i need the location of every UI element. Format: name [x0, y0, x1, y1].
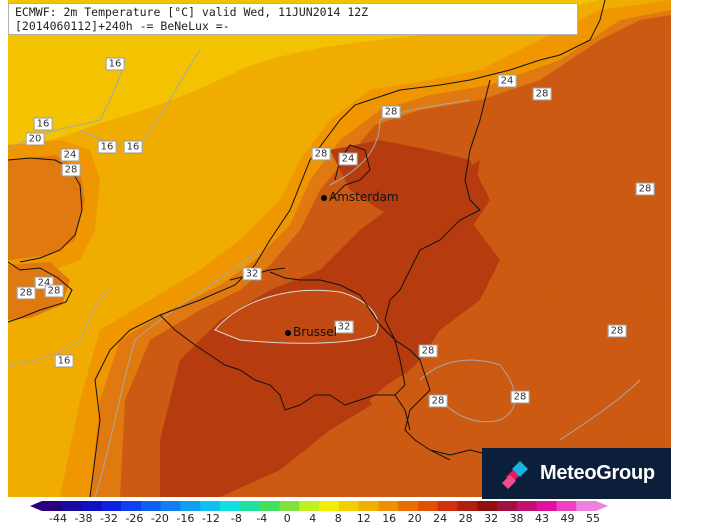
- colorbar-tick-label: 55: [586, 512, 600, 525]
- colorbar-swatch: [398, 501, 419, 511]
- contour-label: 28: [532, 87, 552, 101]
- colorbar-tick-label: -12: [201, 512, 220, 525]
- header-subtitle: [2014060112]+240h -= BeNeLux =-: [15, 19, 230, 33]
- land-ardennes-28-area: [370, 366, 471, 432]
- colorbar-swatch: [358, 501, 379, 511]
- contour-label: 16: [123, 140, 143, 154]
- contour-label: 16: [105, 57, 125, 71]
- colorbar-tick-label: 12: [356, 512, 371, 525]
- contour-label: 28: [381, 105, 401, 119]
- colorbar-tick-label: -44: [49, 512, 67, 525]
- colorbar-tick-label: 4: [309, 512, 317, 525]
- colorbar-tick-label: 24: [433, 512, 448, 525]
- colorbar-tick-label: 49: [560, 512, 575, 525]
- colorbar-swatch: [81, 501, 102, 511]
- contour-label: 28: [418, 344, 438, 358]
- contour-label: 16: [54, 354, 74, 368]
- colorbar-swatch: [160, 501, 181, 511]
- contour-label: 16: [33, 117, 53, 131]
- contour-label: 24: [60, 148, 80, 162]
- city-label: Amsterdam: [329, 190, 399, 204]
- colorbar-swatch: [319, 501, 340, 511]
- contour-label: 32: [242, 267, 262, 281]
- city-label: Brussel: [293, 325, 337, 339]
- colorbar-tick-label: -20: [150, 512, 169, 525]
- colorbar-swatch: [140, 501, 162, 511]
- england-hot-area: [8, 155, 85, 260]
- colorbar-swatch: [516, 501, 538, 511]
- coastlines-borders: [7, 0, 606, 498]
- colorbar-swatch: [576, 501, 597, 511]
- colorbar-swatch: [239, 501, 261, 511]
- colorbar-tick-label: 20: [407, 512, 422, 525]
- colorbar-swatch: [437, 501, 458, 511]
- colorbar-swatch: [497, 501, 518, 511]
- colorbar-swatch: [279, 501, 300, 511]
- city-brussel: Brussel: [285, 325, 337, 339]
- meteogroup-mark-icon: [498, 457, 532, 491]
- city-marker-icon: [285, 329, 291, 336]
- contour-label: 24: [338, 152, 358, 166]
- colorbar-tick-label: 32: [484, 512, 499, 525]
- map-header: ECMWF: 2m Temperature [°C] valid Wed, 11…: [8, 3, 578, 35]
- contour-label: 28: [16, 286, 36, 300]
- contour-label: 32: [334, 320, 354, 334]
- city-marker-icon: [321, 194, 327, 201]
- contour-label: 28: [61, 163, 81, 177]
- meteogroup-logo: MeteoGroup: [482, 448, 671, 499]
- contour-label: 28: [44, 284, 64, 298]
- colorbar-swatch: [338, 501, 360, 511]
- contour-label: 20: [25, 132, 45, 146]
- contour-label: 28: [428, 394, 448, 408]
- colorbar-tick-label: -8: [230, 512, 242, 525]
- colorbar-tick-label: -32: [99, 512, 118, 525]
- colorbar-tick-label: -16: [176, 512, 195, 525]
- colorbar-swatch: [101, 501, 122, 511]
- colorbar-swatch: [477, 501, 498, 511]
- city-amsterdam: Amsterdam: [321, 190, 399, 204]
- colorbar-tick-label: 8: [334, 512, 342, 525]
- colorbar-swatch: [556, 501, 577, 511]
- logo-text: MeteoGroup: [540, 462, 655, 484]
- colorbar-swatch: [299, 501, 320, 511]
- contour-label: 28: [607, 324, 627, 338]
- colorbar-tick-label: 0: [283, 512, 291, 525]
- colorbar-tick-label: -4: [256, 512, 268, 525]
- colorbar-swatch: [42, 501, 63, 511]
- colorbar-tick-label: 28: [458, 512, 473, 525]
- contour-label: 28: [311, 147, 331, 161]
- colorbar-tick-label: 43: [535, 512, 550, 525]
- land-32-north-area: [330, 140, 490, 230]
- colorbar-tick-label: 16: [382, 512, 397, 525]
- colorbar-swatch: [61, 501, 83, 511]
- colorbar-tick-label: -38: [74, 512, 93, 525]
- colorbar-swatch: [200, 501, 221, 511]
- colorbar-right-arrow: [596, 501, 608, 511]
- colorbar: [30, 501, 608, 511]
- colorbar-swatch: [180, 501, 201, 511]
- contour-label: 28: [635, 182, 655, 196]
- colorbar-swatch: [417, 501, 439, 511]
- colorbar-swatch: [121, 501, 142, 511]
- colorbar-swatch: [378, 501, 399, 511]
- colorbar-tick-label: 38: [509, 512, 524, 525]
- contour-label: 24: [497, 74, 517, 88]
- colorbar-swatch: [536, 501, 557, 511]
- land-east-28-area: [510, 286, 671, 450]
- colorbar-tick-label: -26: [125, 512, 144, 525]
- colorbar-swatch: [220, 501, 241, 511]
- contour-label: 28: [510, 390, 530, 404]
- colorbar-left-arrow: [30, 501, 42, 511]
- colorbar-swatch: [259, 501, 280, 511]
- colorbar-tick-labels: -44 -38 -32 -26 -20 -16 -12 -8 -4 0 4 8 12 16 20 24 28 32…: [0, 512, 725, 526]
- contour-label: 16: [97, 140, 117, 154]
- colorbar-swatch: [457, 501, 478, 511]
- header-title: ECMWF: 2m Temperature [°C] valid Wed, 11…: [15, 5, 369, 19]
